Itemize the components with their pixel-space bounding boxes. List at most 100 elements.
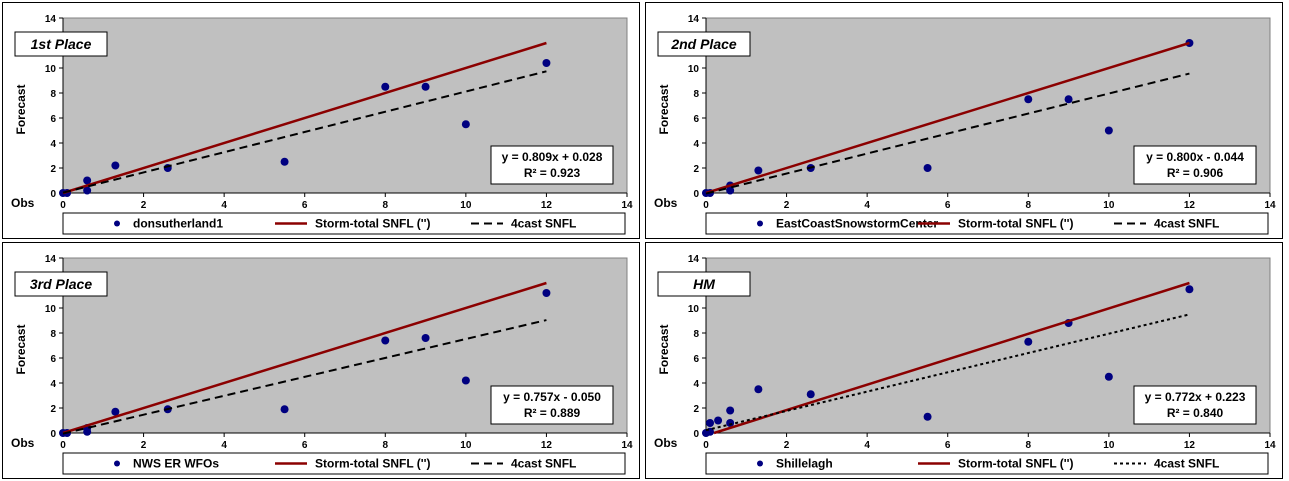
x-tick-label: 0: [60, 200, 66, 211]
y-tick-label: 10: [688, 304, 700, 315]
x-tick-label: 6: [945, 200, 951, 211]
x-tick-label: 8: [1026, 440, 1032, 451]
regression-equation: y = 0.772x + 0.223: [1145, 390, 1246, 404]
storm-total-line: [713, 281, 1190, 435]
data-point: [1104, 126, 1113, 135]
y-tick-label: 0: [50, 429, 56, 440]
legend-label: Storm-total SNFL (''): [958, 217, 1073, 231]
storm-total-line: [62, 41, 547, 195]
regression-equation: y = 0.800x - 0.044: [1146, 150, 1244, 164]
legend-label: Shillelagh: [776, 457, 833, 471]
data-point: [923, 412, 932, 421]
x-tick-label: 14: [621, 440, 633, 451]
r-squared: R² = 0.923: [524, 166, 581, 180]
y-tick-label: 8: [50, 89, 56, 100]
chart-panel-3: 0246810121402468101214ForecastObs3rd Pla…: [2, 242, 640, 479]
x-tick-label: 12: [541, 200, 553, 211]
data-point: [923, 164, 932, 172]
place-label: 2nd Place: [670, 36, 737, 52]
x-tick-label: 4: [864, 440, 870, 451]
data-point: [381, 336, 390, 345]
x-tick-label: 14: [1264, 200, 1276, 211]
legend-label: 4cast SNFL: [1154, 217, 1219, 231]
x-tick-label: 0: [703, 200, 709, 211]
place-label-box: [14, 271, 108, 297]
data-point: [111, 407, 120, 416]
data-point: [806, 390, 815, 399]
y-tick-label: 2: [50, 404, 56, 415]
y-axis-label: Forecast: [14, 84, 28, 134]
x-tick-label: 6: [945, 440, 951, 451]
x-tick-label: 12: [541, 440, 553, 451]
place-label: 1st Place: [31, 36, 92, 52]
x-tick-label: 10: [460, 200, 472, 211]
legend: [705, 452, 1269, 475]
x-tick-label: 10: [1103, 200, 1115, 211]
legend-marker: [114, 220, 120, 227]
y-tick-label: 0: [693, 429, 699, 440]
chart-3rd-place: 0246810121402468101214ForecastObs3rd Pla…: [11, 254, 633, 475]
r-squared: R² = 0.889: [524, 406, 581, 420]
forecast-trend-line: [62, 319, 547, 435]
legend-label: donsutherland1: [133, 217, 223, 231]
x-tick-label: 4: [221, 200, 227, 211]
chart-hm: 0246810121402468101214ForecastObsHMy = 0…: [654, 254, 1276, 475]
data-point: [1064, 95, 1073, 104]
data-point: [542, 289, 551, 297]
x-tick-label: 6: [302, 200, 308, 211]
data-point: [111, 161, 120, 170]
y-tick-label: 14: [688, 14, 700, 25]
y-tick-label: 10: [45, 304, 57, 315]
y-tick-label: 6: [50, 114, 56, 125]
chart-panel-1: 0246810121402468101214ForecastObs1st Pla…: [2, 2, 640, 239]
data-point: [1104, 372, 1113, 381]
equation-box: [1133, 385, 1257, 425]
y-tick-label: 6: [693, 114, 699, 125]
r-squared: R² = 0.840: [1167, 406, 1224, 420]
x-tick-label: 8: [383, 200, 389, 211]
x-tick-label: 0: [60, 440, 66, 451]
y-tick-label: 8: [50, 329, 56, 340]
y-tick-label: 4: [50, 379, 56, 390]
y-tick-label: 6: [693, 354, 699, 365]
y-axis-label: Forecast: [657, 324, 671, 374]
x-tick-label: 8: [383, 440, 389, 451]
place-label: HM: [693, 276, 715, 292]
data-point: [461, 120, 470, 129]
y-tick-label: 10: [45, 64, 57, 75]
equation-box: [1133, 145, 1257, 185]
y-tick-label: 0: [50, 189, 56, 200]
equation-box: [490, 145, 614, 185]
data-point: [83, 186, 92, 195]
data-point: [714, 416, 723, 425]
legend-label: Storm-total SNFL (''): [315, 217, 430, 231]
equation-box: [490, 385, 614, 425]
data-point: [421, 334, 430, 342]
x-tick-label: 4: [221, 440, 227, 451]
legend-marker: [757, 220, 763, 227]
legend-label: EastCoastSnowstormCenter: [776, 217, 938, 231]
legend-label: 4cast SNFL: [1154, 457, 1219, 471]
data-point: [726, 419, 735, 427]
y-tick-label: 2: [693, 404, 699, 415]
x-tick-label: 2: [141, 440, 147, 451]
y-tick-label: 4: [693, 139, 699, 150]
chart-panel-4: 0246810121402468101214ForecastObsHMy = 0…: [645, 242, 1283, 479]
y-tick-label: 14: [45, 14, 57, 25]
x-axis-label: Obs: [654, 196, 678, 210]
data-point: [754, 385, 763, 394]
forecast-trend-line: [705, 313, 1190, 432]
legend-label: Storm-total SNFL (''): [958, 457, 1073, 471]
place-label-box: [657, 31, 751, 57]
chart-panel-2: 0246810121402468101214ForecastObs2nd Pla…: [645, 2, 1283, 239]
data-point: [83, 176, 92, 185]
data-point: [706, 419, 715, 427]
y-tick-label: 6: [50, 354, 56, 365]
chart-1st-place: 0246810121402468101214ForecastObs1st Pla…: [11, 14, 633, 235]
y-tick-label: 14: [688, 254, 700, 265]
y-tick-label: 10: [688, 64, 700, 75]
legend-label: 4cast SNFL: [511, 217, 576, 231]
place-label: 3rd Place: [30, 276, 92, 292]
legend: [62, 452, 626, 475]
forecast-trend-line: [705, 72, 1190, 195]
